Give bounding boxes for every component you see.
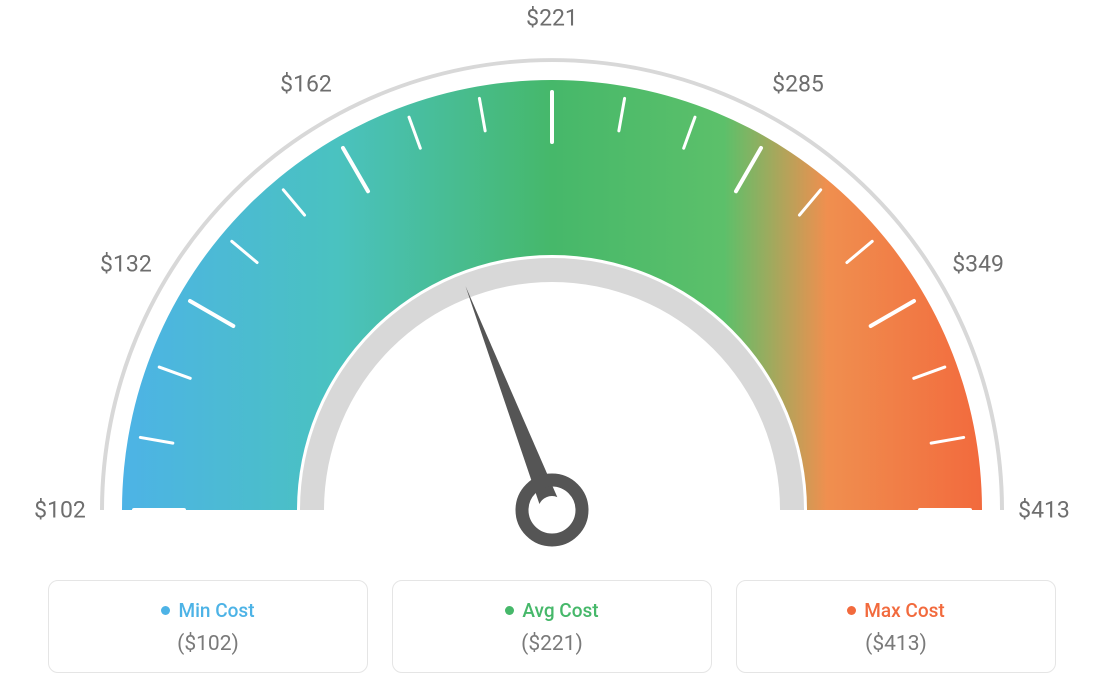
legend-value-min: ($102) xyxy=(61,632,355,656)
legend-card-max: Max Cost ($413) xyxy=(736,580,1056,673)
legend-dot-max xyxy=(847,606,856,615)
legend-title-avg: Avg Cost xyxy=(505,599,598,622)
legend-label-avg: Avg Cost xyxy=(522,599,598,622)
gauge-container: $102 $132 $162 $221 $285 $349 $413 xyxy=(0,0,1104,560)
legend-dot-avg xyxy=(505,606,514,615)
legend-title-max: Max Cost xyxy=(847,599,944,622)
legend-title-min: Min Cost xyxy=(161,599,254,622)
gauge-tick-label: $285 xyxy=(772,70,824,97)
legend-card-min: Min Cost ($102) xyxy=(48,580,368,673)
legend-row: Min Cost ($102) Avg Cost ($221) Max Cost… xyxy=(0,580,1104,673)
gauge-tick-label: $221 xyxy=(526,5,578,32)
legend-value-avg: ($221) xyxy=(405,632,699,656)
gauge-tick-label: $162 xyxy=(280,70,332,97)
legend-card-avg: Avg Cost ($221) xyxy=(392,580,712,673)
gauge-tick-label: $349 xyxy=(952,251,1004,278)
gauge-tick-label: $413 xyxy=(1018,497,1070,524)
legend-value-max: ($413) xyxy=(749,632,1043,656)
gauge-tick-label: $132 xyxy=(100,251,152,278)
legend-dot-min xyxy=(161,606,170,615)
legend-label-min: Min Cost xyxy=(178,599,254,622)
legend-label-max: Max Cost xyxy=(864,599,944,622)
gauge-tick-label: $102 xyxy=(34,497,86,524)
gauge-svg xyxy=(0,0,1104,560)
